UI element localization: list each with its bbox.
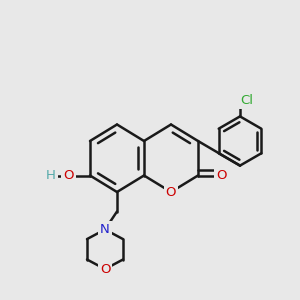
Text: O: O	[166, 185, 176, 199]
Text: Cl: Cl	[240, 94, 253, 107]
Text: N: N	[100, 223, 110, 236]
Text: O: O	[216, 169, 226, 182]
Text: O: O	[63, 169, 74, 182]
Text: H: H	[46, 169, 56, 182]
Text: O: O	[100, 262, 110, 276]
